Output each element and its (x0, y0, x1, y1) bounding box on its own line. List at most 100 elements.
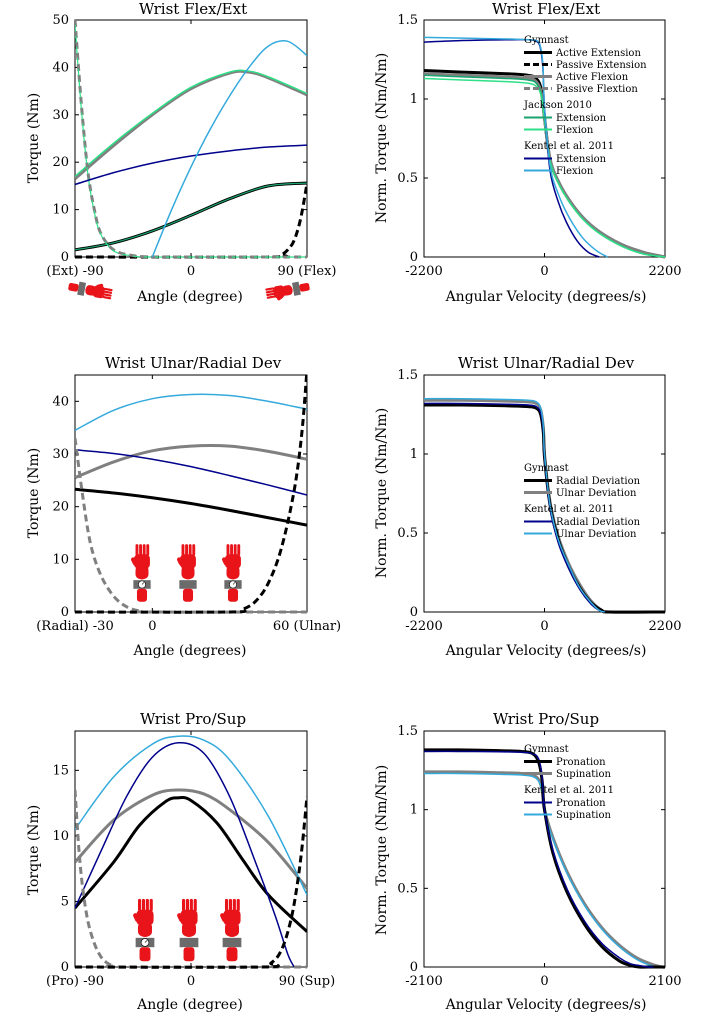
panel-title: Wrist Pro/Sup (140, 710, 246, 728)
hand-icon (222, 544, 242, 602)
legend-label: Passive Extension (556, 60, 647, 71)
legend-group-title: Gymnast (524, 744, 569, 755)
y-tick-label: 1 (410, 92, 418, 107)
y-tick-label: 1 (410, 803, 418, 818)
series-group (424, 748, 665, 969)
x-tick-label: 0 (540, 974, 548, 989)
y-axis-label: Norm. Torque (Nm/Nm) (374, 765, 390, 935)
series-line-2 (75, 741, 295, 968)
panel-flex-ext-velocity: Wrist Flex/Ext Norm. Torque (Nm/Nm) Angu… (374, 0, 682, 305)
hand-icon (177, 898, 199, 962)
y-tick-label: 40 (52, 394, 69, 409)
panel-pro-sup-torque: Wrist Pro/Sup Torque (Nm) Angle (degree)… (26, 710, 335, 1013)
panel-title: Wrist Flex/Ext (492, 0, 600, 18)
y-tick-label: 1 (410, 447, 418, 462)
hand-icon (68, 281, 113, 300)
y-tick-label: 0.5 (397, 171, 418, 186)
y-tick-label: 5 (61, 894, 69, 909)
panel-title: Wrist Flex/Ext (139, 0, 247, 18)
x-axis-label: Angle (degrees) (133, 643, 247, 659)
legend-label: Flexion (556, 166, 594, 177)
y-tick-label: 30 (52, 447, 69, 462)
panel-title: Wrist Pro/Sup (493, 710, 599, 728)
y-tick-label: 0 (61, 250, 69, 265)
hand-icon (265, 281, 310, 301)
y-tick-label: 50 (52, 13, 69, 28)
y-axis-label: Torque (Nm) (26, 93, 42, 184)
legend-label: Pronation (556, 757, 606, 768)
y-tick-label: 1.5 (397, 13, 418, 28)
series-group (75, 19, 307, 259)
y-tick-label: 40 (52, 60, 69, 75)
series-line-4 (75, 69, 307, 177)
y-axis-label: Norm. Torque (Nm/Nm) (374, 408, 390, 578)
y-tick-label: 0 (410, 250, 418, 265)
axes-frame (74, 19, 308, 258)
x-tick-label: 0 (187, 264, 195, 279)
legend-label: Supination (556, 769, 612, 780)
hand-icon (177, 544, 197, 602)
legend-label: Extension (556, 113, 607, 124)
axes-frame (423, 730, 666, 968)
y-tick-label: 15 (52, 763, 69, 778)
x-tick-label: (Pro) -90 (46, 974, 104, 989)
series-group (75, 735, 307, 969)
series-line-3 (75, 69, 307, 180)
panel-title: Wrist Ulnar/Radial Dev (105, 354, 282, 372)
panel-ulnar-radial-velocity: Wrist Ulnar/Radial Dev Norm. Torque (Nm/… (374, 354, 682, 659)
series-line-5 (75, 796, 307, 969)
y-tick-label: 0 (410, 605, 418, 620)
series-group (75, 373, 307, 614)
x-tick-label: 0 (540, 264, 548, 279)
legend-label: Passive Flextion (556, 84, 638, 95)
legend-label: Active Flexion (555, 72, 629, 83)
hand-icon (131, 544, 151, 602)
x-axis-label: Angle (degree) (136, 289, 243, 305)
x-tick-label: 60 (Ulnar) (273, 619, 341, 634)
x-axis-label: Angle (degree) (136, 997, 243, 1013)
series-line-1 (75, 796, 307, 933)
y-tick-label: 0 (410, 960, 418, 975)
legend-group-title: Jackson 2010 (523, 100, 592, 111)
x-tick-label: 0 (540, 619, 548, 634)
legend-label: Ulnar Deviation (556, 529, 637, 540)
panel-pro-sup-velocity: Wrist Pro/Sup Norm. Torque (Nm/Nm) Angul… (374, 710, 682, 1013)
series-line-0 (75, 443, 307, 480)
x-tick-label: -2200 (405, 619, 442, 634)
x-axis-label: Angular Velocity (degrees/s) (445, 643, 647, 659)
y-tick-label: 30 (52, 108, 69, 123)
y-axis-label: Norm. Torque (Nm/Nm) (374, 53, 390, 223)
x-tick-label: 90 (Sup) (279, 974, 335, 989)
panel-flex-ext-torque: Wrist Flex/Ext Torque (Nm) Angle (degree… (26, 0, 337, 305)
series-line-7 (75, 144, 307, 186)
legend-label: Ulnar Deviation (556, 488, 637, 499)
x-tick-label: (Radial) -30 (36, 619, 113, 634)
hand-icon (220, 898, 242, 962)
series-line-1 (75, 487, 307, 527)
y-tick-label: 1.5 (397, 368, 418, 383)
legend-label: Supination (556, 810, 612, 821)
y-tick-label: 0 (61, 605, 69, 620)
legend-group-title: Kentel et al. 2011 (524, 785, 614, 796)
y-tick-label: 10 (52, 203, 69, 218)
y-axis-label: Torque (Nm) (26, 805, 42, 896)
x-tick-label: -2200 (405, 264, 442, 279)
x-tick-label: 2200 (648, 264, 681, 279)
y-tick-label: 0.5 (397, 526, 418, 541)
x-tick-label: 0 (148, 619, 156, 634)
x-tick-label: 0 (187, 974, 195, 989)
panel-title: Wrist Ulnar/Radial Dev (458, 354, 635, 372)
series-line-3 (424, 750, 654, 968)
series-line-6 (75, 24, 307, 258)
legend-label: Pronation (556, 798, 606, 809)
legend-group-title: Gymnast (524, 463, 569, 474)
y-tick-label: 0.5 (397, 881, 418, 896)
series-line-2 (75, 449, 307, 496)
y-tick-label: 20 (52, 500, 69, 515)
series-line-0 (75, 788, 307, 890)
series-line-8 (151, 40, 307, 258)
x-tick-label: (Ext) -90 (46, 264, 103, 279)
